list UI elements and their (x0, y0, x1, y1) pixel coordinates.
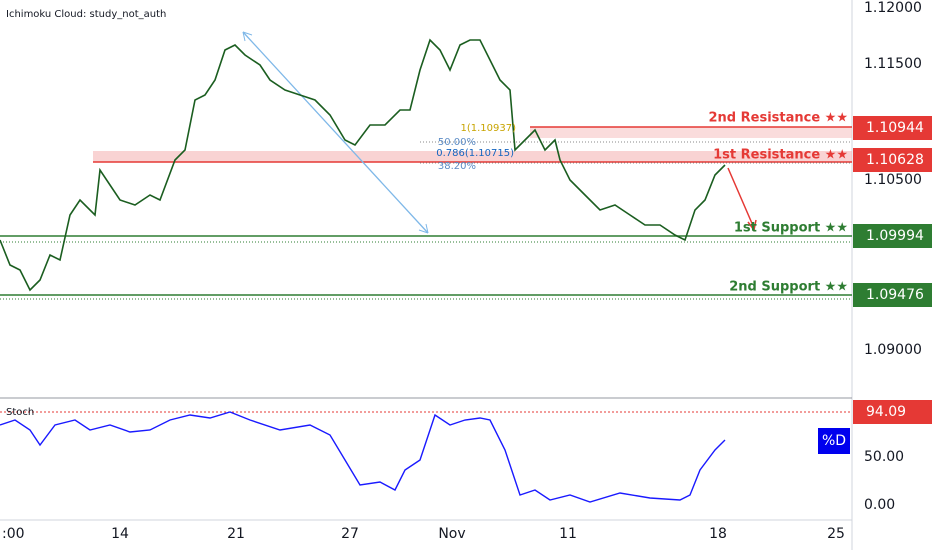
price-tag (853, 148, 932, 172)
stoch-tag-label: 94.09 (866, 404, 906, 420)
price-path (0, 38, 726, 292)
price-tag (853, 116, 932, 140)
price-tag-label: 1.10628 (866, 152, 924, 168)
arrow-head (242, 31, 429, 234)
stoch-tick: 50.00 (864, 449, 904, 465)
fib-label: 0.786(1.10715) (436, 148, 514, 159)
forecast-arrow (727, 167, 757, 232)
fib-label: 1(1.10937) (460, 123, 516, 134)
indicator-title: Ichimoku Cloud: study_not_auth (6, 9, 166, 20)
stoch-line (0, 411, 726, 503)
stoch-tick: 0.00 (864, 497, 895, 513)
date-tick: Nov (438, 526, 465, 542)
level-label: 1st Support ★★ (734, 221, 848, 236)
trend-arrow (242, 31, 429, 234)
level-label: 1st Resistance ★★ (713, 148, 848, 163)
date-tick: 27 (341, 526, 359, 542)
price-tag-label: 1.09476 (866, 287, 924, 303)
price-tag-label: 1.10944 (866, 120, 924, 136)
price-tick: 1.11500 (864, 56, 922, 72)
price-tag (853, 283, 932, 307)
date-tick: :00 (2, 526, 25, 542)
price-tag (853, 224, 932, 248)
price-tick: 1.10500 (864, 172, 922, 188)
date-tick: 18 (709, 526, 727, 542)
fib-label: 50.00% (438, 137, 476, 148)
resistance-zone (530, 127, 852, 138)
price-tick: 1.12000 (864, 0, 922, 16)
stoch-title: Stoch (6, 407, 34, 418)
date-tick: 14 (111, 526, 129, 542)
price-tick: 1.09000 (864, 342, 922, 358)
series-tag-label: %D (822, 433, 846, 449)
level-label: 2nd Resistance ★★ (709, 111, 849, 126)
level-label: 2nd Support ★★ (729, 280, 848, 295)
date-tick: 25 (827, 526, 845, 542)
date-tick: 21 (227, 526, 245, 542)
resistance-zone (93, 151, 852, 162)
price-tag-label: 1.09994 (866, 228, 924, 244)
fib-label: 38.20% (438, 161, 476, 172)
date-tick: 11 (559, 526, 577, 542)
series-tag (818, 428, 850, 454)
stoch-tag (853, 400, 932, 424)
